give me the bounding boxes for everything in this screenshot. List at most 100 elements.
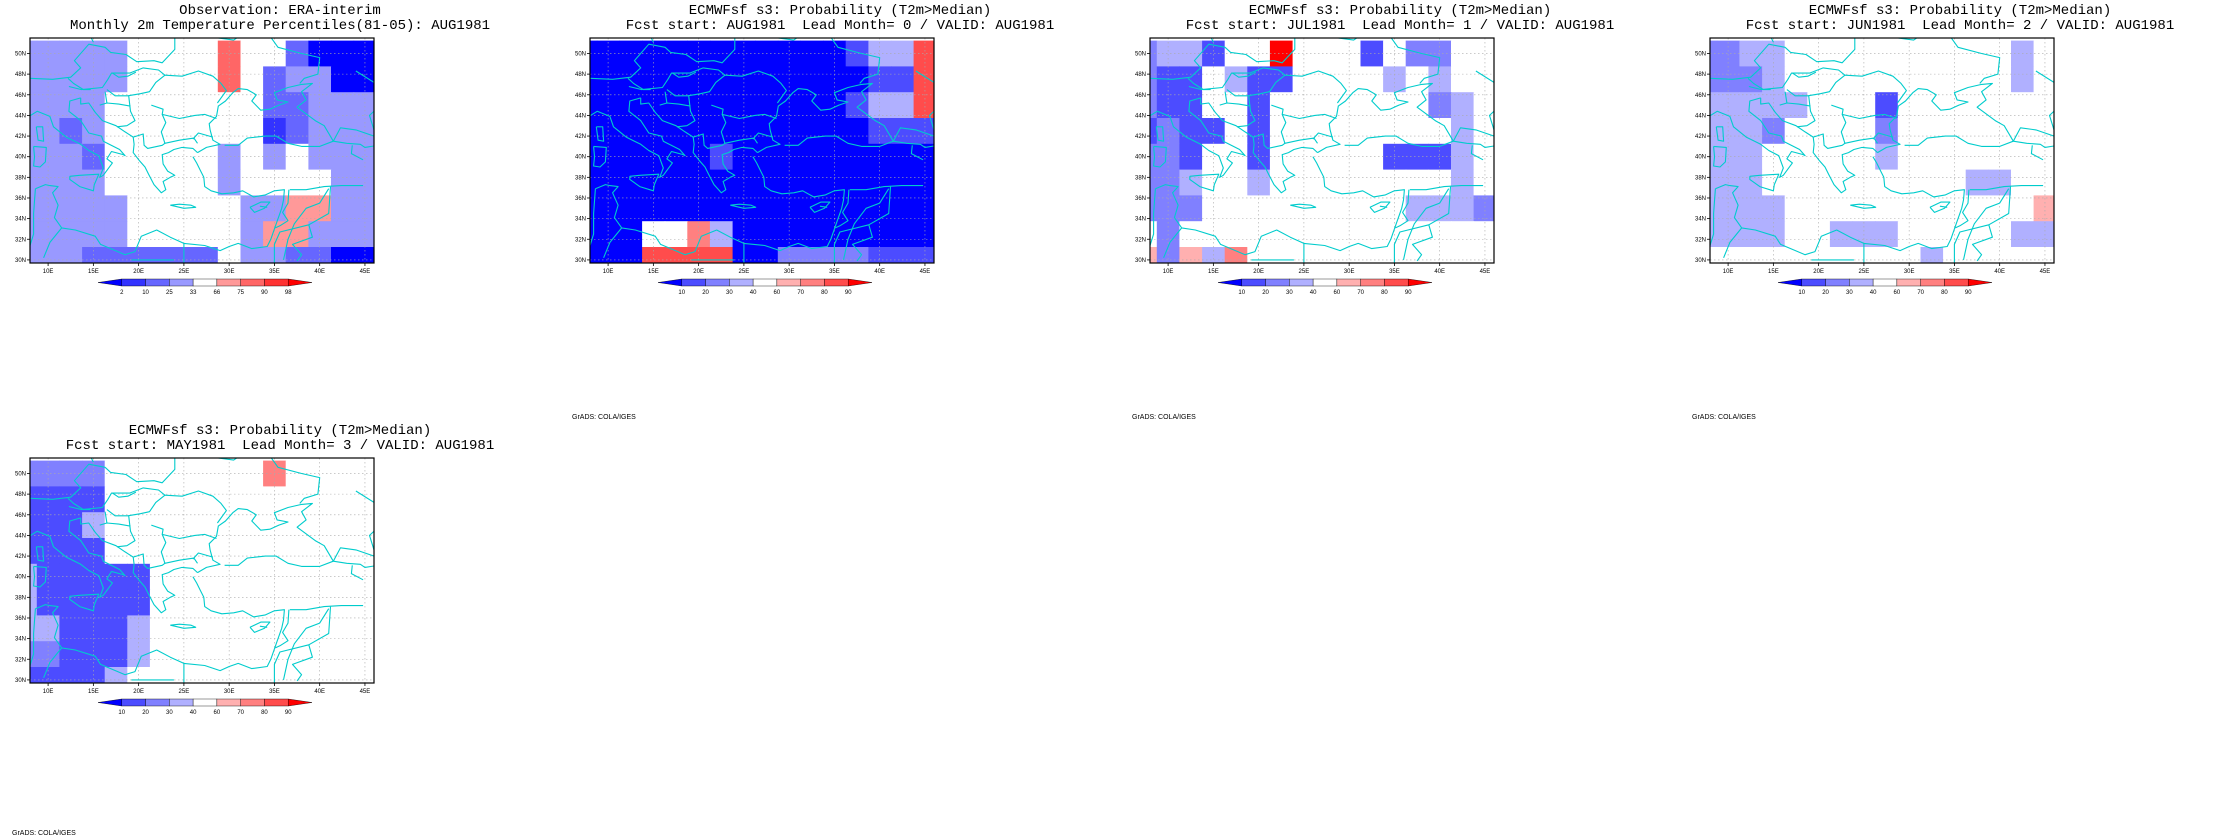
- grid-cell: [709, 40, 734, 67]
- grid-cell: [1875, 247, 1899, 263]
- coastline: [1953, 186, 2012, 263]
- grid-cell: [1852, 169, 1876, 196]
- grid-cell: [1428, 247, 1452, 263]
- lat-tick-label: 30N: [1135, 258, 1146, 264]
- grid-cell: [218, 744, 241, 770]
- grid-cell: [127, 719, 150, 745]
- panel-title-line1: Observation: ERA-interim: [179, 3, 381, 19]
- grid-cell: [1383, 40, 1407, 67]
- grid-cell: [195, 324, 218, 350]
- grid-cell: [263, 563, 287, 591]
- grid-cell: [172, 538, 196, 565]
- grid-cell: [1383, 299, 1406, 325]
- grid-cell: [331, 169, 355, 196]
- grid-cell: [1451, 169, 1475, 196]
- grid-cell: [619, 299, 642, 325]
- grid-cell: [59, 744, 82, 770]
- grid-cell: [127, 324, 150, 350]
- colorbar-tick-label: 30: [1846, 290, 1853, 296]
- grid-cell: [642, 247, 666, 263]
- grid-cell: [1473, 118, 1494, 145]
- grid-cell: [687, 40, 711, 67]
- grid-cell: [1224, 221, 1248, 248]
- grid-cell: [1988, 221, 2012, 248]
- colorbar-swatch: [1265, 278, 1290, 287]
- grid-cell: [285, 460, 309, 487]
- colorbar-tick-label: 90: [1405, 290, 1412, 296]
- coastline: [650, 38, 654, 43]
- grid-cell: [59, 221, 83, 248]
- grid-cell: [354, 693, 377, 719]
- coastline: [628, 67, 726, 97]
- lat-tick-label: 42N: [575, 134, 586, 140]
- grid-cell: [590, 143, 598, 171]
- grid-cell: [149, 66, 174, 93]
- grid-cell: [263, 324, 286, 350]
- lon-tick-label: 25E: [179, 269, 190, 275]
- lon-tick-label: 45E: [1480, 269, 1491, 275]
- grid-cell: [1943, 324, 1966, 350]
- grid-cell: [687, 92, 711, 119]
- map-area: [1710, 38, 2054, 350]
- grid-cell: [1428, 299, 1451, 325]
- grid-cell: [913, 195, 934, 222]
- grid-cell: [240, 40, 264, 67]
- grid-cell: [778, 324, 801, 350]
- grid-cell: [2011, 324, 2034, 350]
- grid-cell: [59, 195, 83, 222]
- grid-cell: [82, 221, 106, 248]
- grid-cell: [891, 195, 915, 222]
- grid-cell: [1292, 118, 1316, 145]
- grid-cell: [619, 92, 643, 119]
- lat-tick-label: 50N: [1695, 51, 1706, 57]
- grid-cell: [308, 460, 332, 487]
- colorbar-tick-label: 30: [726, 290, 733, 296]
- colorbar-swatch: [1849, 278, 1874, 287]
- grid-cell: [2033, 92, 2054, 119]
- grid-cell: [331, 615, 355, 642]
- colorbar-swatch: [240, 278, 265, 287]
- grid-cell: [913, 247, 934, 263]
- grid-cell: [240, 195, 264, 222]
- grid-cell: [149, 460, 174, 487]
- coastline: [33, 145, 47, 168]
- grid-cell: [868, 247, 892, 263]
- grid-cell: [1784, 221, 1808, 248]
- grid-cell: [590, 247, 598, 263]
- grid-cell: [1474, 299, 1497, 325]
- grid-cell: [285, 512, 309, 539]
- grid-cell: [263, 299, 286, 325]
- coastline: [133, 553, 166, 569]
- grid-cell: [331, 66, 355, 93]
- panel-title-line2: Fcst start: JUL1981 Lead Month= 1 / VALI…: [1185, 18, 1615, 34]
- grid-cell: [800, 118, 824, 145]
- lon-tick-label: 15E: [1208, 269, 1219, 275]
- grid-cell: [1785, 299, 1808, 325]
- grid-cell: [1405, 143, 1429, 171]
- grid-cell: [195, 641, 219, 668]
- coastline: [1749, 173, 1780, 192]
- grid-cell: [149, 195, 174, 222]
- coastline: [333, 560, 374, 568]
- grid-cell: [82, 169, 106, 196]
- grid-cell: [1150, 92, 1158, 119]
- coastline: [67, 77, 91, 91]
- grid-cell: [574, 299, 597, 325]
- coastline: [752, 132, 774, 140]
- grid-cell: [778, 299, 801, 325]
- colorbar: 10 20 30 40 60 70 80 90: [657, 278, 873, 296]
- coastline: [197, 82, 334, 154]
- colorbar-tick-label: 66: [214, 290, 221, 296]
- grid-cell: [353, 40, 374, 67]
- colorbar-tick-label: 80: [261, 710, 268, 716]
- grid-cell: [1988, 273, 2011, 299]
- grid-cell: [59, 512, 83, 539]
- grid-cell: [913, 143, 934, 171]
- colorbar-tick-label: 90: [1965, 290, 1972, 296]
- lat-tick-label: 46N: [1135, 93, 1146, 99]
- colorbar-swatch: [145, 278, 170, 287]
- grid-cell: [195, 744, 218, 770]
- colorbar-swatch: [729, 278, 754, 287]
- grid-cell: [823, 324, 846, 350]
- grid-cell: [868, 324, 891, 350]
